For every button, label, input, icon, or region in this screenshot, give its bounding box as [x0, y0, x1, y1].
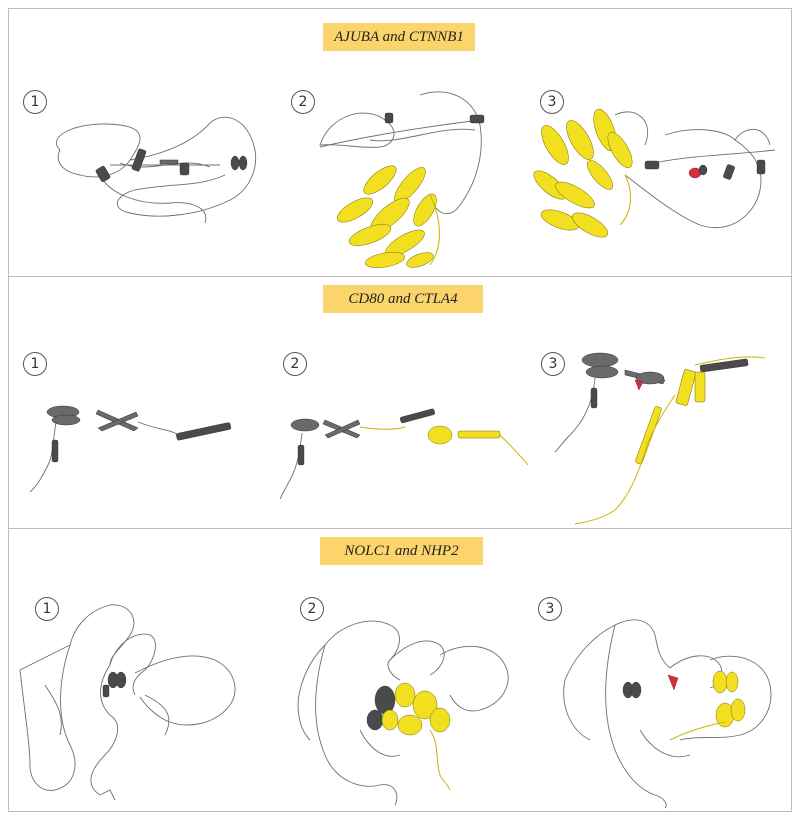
panel-3-label-1: 1: [35, 597, 59, 621]
panel-2-structure-3: [554, 352, 766, 525]
panel-3-structure-3: [563, 619, 772, 809]
panel-2-structure-1: [29, 405, 232, 493]
panel-1-structure-3: [533, 108, 776, 238]
panel-1-label-2: 2: [291, 90, 315, 114]
figure-frame: [8, 8, 792, 812]
panel-1-structure-1: [56, 116, 257, 224]
panel-2-structure-2: [279, 408, 529, 500]
panel-2-label-2: 2: [283, 352, 307, 376]
panel-2-label-3: 3: [541, 352, 565, 376]
panel-1-structure-2: [319, 91, 485, 268]
panel-3-structure-1: [19, 604, 236, 801]
panel-3-label-3: 3: [538, 597, 562, 621]
panel-divider-2: [8, 528, 792, 529]
panel-1-title: AJUBA and CTNNB1: [323, 23, 475, 51]
panel-divider-1: [8, 276, 792, 277]
panel-2-label-1: 1: [23, 352, 47, 376]
panel-3-title: NOLC1 and NHP2: [320, 537, 483, 565]
panel-1-label-1: 1: [23, 90, 47, 114]
panel-3-structure-2: [297, 620, 509, 806]
panel-3-label-2: 2: [300, 597, 324, 621]
panel-1-label-3: 3: [540, 90, 564, 114]
panel-2-title: CD80 and CTLA4: [323, 285, 483, 313]
